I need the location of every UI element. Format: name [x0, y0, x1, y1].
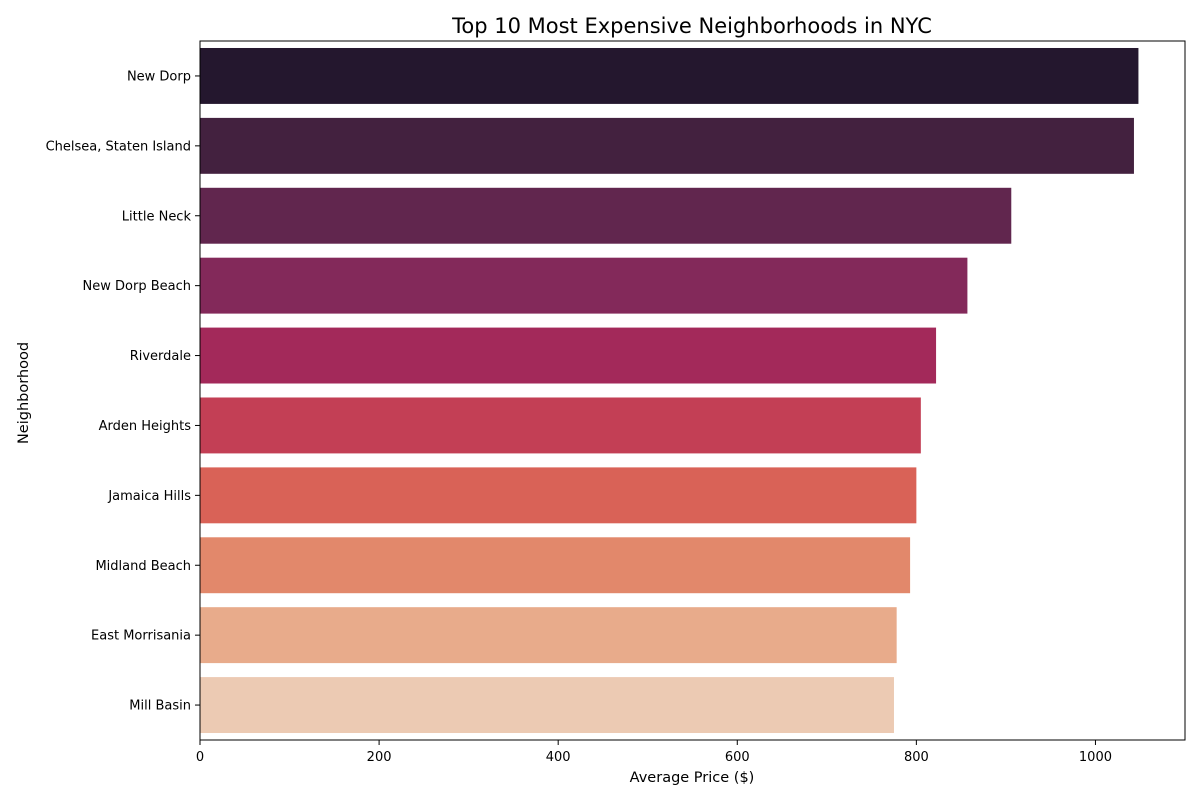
y-axis-label: Neighborhood	[16, 342, 32, 444]
x-tick-label: 600	[725, 750, 750, 765]
x-axis-label: Average Price ($)	[630, 770, 755, 786]
bar	[200, 397, 921, 454]
x-axis-ticks: 0 200 400 600 800 1000	[196, 740, 1112, 765]
y-tick-label: Mill Basin	[129, 699, 191, 714]
bar	[200, 537, 911, 594]
x-tick-label: 400	[546, 750, 571, 765]
y-tick-label: Riverdale	[130, 349, 191, 364]
bar	[200, 47, 1139, 104]
bar	[200, 467, 917, 524]
bar	[200, 187, 1012, 244]
bar	[200, 677, 894, 734]
bar	[200, 327, 937, 384]
y-tick-label: New Dorp	[127, 69, 191, 84]
x-tick-label: 1000	[1079, 750, 1112, 765]
x-tick-label: 200	[367, 750, 392, 765]
bar	[200, 117, 1134, 174]
y-tick-label: Jamaica Hills	[107, 489, 191, 504]
y-tick-label: Midland Beach	[95, 559, 191, 574]
y-axis-ticks: New Dorp Chelsea, Staten Island Little Nec…	[46, 69, 200, 714]
x-tick-label: 800	[904, 750, 929, 765]
y-tick-label: Arden Heights	[99, 419, 192, 434]
plot-frame	[199, 40, 1186, 741]
y-tick-label: East Morrisania	[91, 629, 191, 644]
x-tick-label: 0	[196, 750, 204, 765]
y-tick-label: Little Neck	[122, 209, 192, 224]
bar	[200, 257, 968, 314]
bar	[200, 607, 897, 664]
y-tick-label: Chelsea, Staten Island	[46, 139, 191, 154]
y-tick-label: New Dorp Beach	[83, 279, 191, 294]
bars-layer	[200, 47, 1139, 734]
chart-title: Top 10 Most Expensive Neighborhoods in N…	[451, 14, 932, 38]
